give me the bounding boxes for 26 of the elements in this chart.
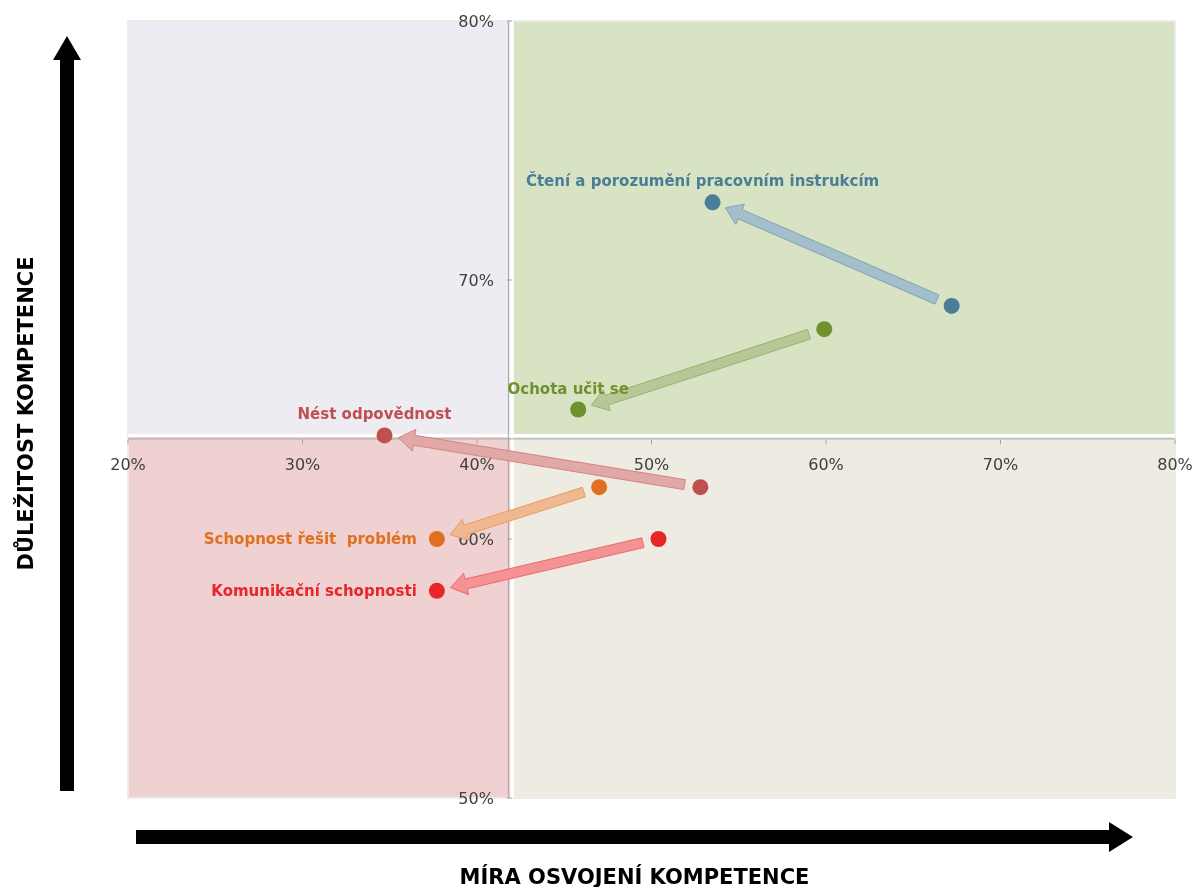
x-tick-label: 50% [633, 455, 670, 475]
x-tick-label: 70% [982, 455, 1019, 475]
x-tick-label: 80% [1157, 455, 1193, 475]
y-axis-title: DŮLEŽITOST KOMPETENCE [13, 256, 38, 571]
y-tick-label: 80% [458, 12, 494, 31]
point [376, 427, 393, 444]
series-label: Komunikační schopnosti [211, 581, 417, 600]
point [591, 479, 608, 496]
point [570, 401, 587, 418]
series-label: Schopnost řešit problém [203, 530, 417, 548]
point [704, 194, 721, 211]
y-tick-label: 50% [458, 789, 494, 808]
point [943, 297, 960, 314]
series-label: Ochota učit se [507, 379, 629, 398]
x-tick-label: 60% [808, 455, 844, 475]
point [692, 479, 709, 496]
y-tick-label: 70% [458, 271, 494, 290]
x-tick-label: 20% [110, 455, 146, 475]
x-tick-label: 40% [459, 455, 495, 475]
point [650, 531, 667, 547]
point [816, 321, 833, 338]
series-label: Nést odpovědnost [297, 405, 452, 424]
point [428, 531, 445, 547]
x-tick-label: 30% [284, 455, 321, 475]
point [428, 582, 445, 599]
series-label: Čtení a porozumění pracovním instrukcím [525, 171, 880, 191]
